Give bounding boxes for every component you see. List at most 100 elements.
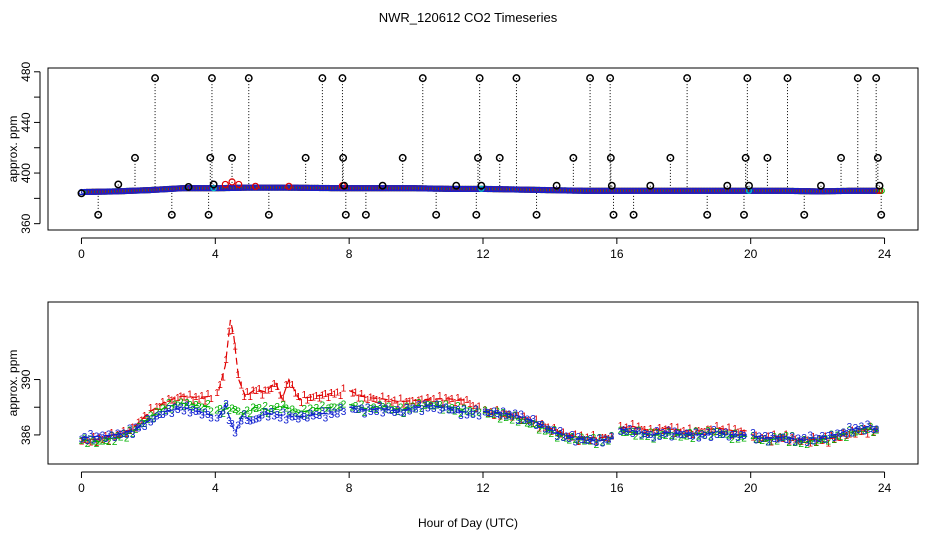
- series-marker-level-1: 1: [693, 426, 699, 437]
- calibration-point: [495, 153, 504, 162]
- series-marker-level-1: 1: [401, 400, 407, 411]
- series-marker-level-2: 2: [847, 426, 853, 437]
- calibration-point: [206, 153, 215, 162]
- series-marker-level-1: 1: [600, 433, 606, 444]
- series-marker-level-3: 3: [853, 423, 859, 434]
- series-marker-level-1: 1: [627, 425, 633, 436]
- series-marker-level-2: 2: [564, 433, 570, 444]
- series-marker-level-3: 3: [253, 415, 259, 426]
- series-marker-level-3: 3: [274, 410, 280, 421]
- series-marker-level-2: 2: [244, 406, 250, 417]
- series-marker-level-1: 1: [335, 388, 341, 399]
- series-marker-level-2: 2: [648, 428, 654, 439]
- series-marker-level-3: 3: [461, 405, 467, 416]
- calibration-point: [740, 210, 748, 219]
- series-marker-level-2: 2: [181, 402, 187, 413]
- series-marker-level-1: 1: [350, 389, 356, 400]
- series-marker-level-2: 2: [838, 432, 844, 443]
- cyan-point: [210, 185, 217, 192]
- series-marker-level-3: 3: [826, 431, 832, 442]
- series-marker-level-3: 3: [792, 438, 798, 449]
- calibration-point: [167, 210, 176, 219]
- series-marker-level-1: 1: [79, 437, 85, 448]
- series-marker-level-2: 2: [735, 435, 741, 446]
- calibration-point: [301, 153, 310, 162]
- series-marker-level-3: 3: [530, 414, 536, 425]
- series-marker-level-3: 3: [533, 421, 539, 432]
- series-marker-level-2: 2: [362, 408, 368, 419]
- series-marker-level-3: 3: [115, 429, 121, 440]
- series-marker-level-1: 1: [184, 394, 190, 405]
- series-marker-level-1: 1: [437, 391, 443, 402]
- calibration-point: [204, 210, 213, 219]
- bottom-y-label: approx. ppm: [6, 350, 20, 417]
- series-marker-level-1: 1: [413, 398, 419, 409]
- series-marker-level-1: 1: [506, 410, 512, 421]
- series-marker-level-1: 1: [256, 384, 262, 395]
- y-tick-label: 440: [19, 112, 33, 132]
- series-marker-level-2: 2: [365, 403, 371, 414]
- series-marker-level-3: 3: [452, 406, 458, 417]
- series-marker-level-2: 2: [79, 436, 85, 447]
- x-axis-label: Hour of Day (UTC): [418, 516, 518, 530]
- calibration-point: [723, 181, 732, 190]
- series-marker-level-1: 1: [311, 393, 317, 404]
- series-marker-level-2: 2: [431, 402, 437, 413]
- series-marker-level-3: 3: [416, 400, 422, 411]
- series-marker-level-2: 2: [573, 435, 579, 446]
- series-marker-level-3: 3: [154, 411, 160, 422]
- series-marker-level-3: 3: [696, 433, 702, 444]
- series-marker-level-1: 1: [533, 414, 539, 425]
- series-marker-level-3: 3: [561, 433, 567, 444]
- series-marker-level-3: 3: [464, 411, 470, 422]
- series-marker-level-2: 2: [100, 436, 106, 447]
- x-tick-label: 8: [346, 481, 353, 495]
- series-marker-level-1: 1: [148, 403, 154, 414]
- series-marker-level-2: 2: [576, 436, 582, 447]
- calibration-point: [475, 74, 484, 83]
- series-marker-level-2: 2: [461, 404, 467, 415]
- series-marker-level-3: 3: [196, 407, 202, 418]
- series-marker-level-3: 3: [488, 409, 494, 420]
- series-marker-level-1: 1: [247, 392, 253, 403]
- series-marker-level-3: 3: [820, 431, 826, 442]
- series-marker-level-3: 3: [365, 403, 371, 414]
- series-marker-level-2: 2: [681, 430, 687, 441]
- cyan-point: [478, 185, 485, 192]
- series-marker-level-2: 2: [841, 427, 847, 438]
- series-marker-level-2: 2: [148, 411, 154, 422]
- series-marker-level-3: 3: [163, 407, 169, 418]
- series-marker-level-2: 2: [552, 425, 558, 436]
- series-marker-level-2: 2: [383, 404, 389, 415]
- series-marker-level-2: 2: [585, 435, 591, 446]
- series-marker-level-3: 3: [287, 411, 293, 422]
- series-marker-level-1: 1: [407, 397, 413, 408]
- series-marker-level-3: 3: [338, 403, 344, 414]
- series-marker-level-1: 1: [865, 429, 871, 440]
- series-marker-level-1: 1: [223, 355, 229, 366]
- series-marker-level-2: 2: [729, 435, 735, 446]
- series-marker-level-3: 3: [353, 405, 359, 416]
- series-marker-level-1: 1: [856, 427, 862, 438]
- series-marker-level-3: 3: [220, 406, 226, 417]
- series-marker-level-3: 3: [630, 429, 636, 440]
- series-marker-level-3: 3: [139, 420, 145, 431]
- calibration-point: [131, 153, 139, 162]
- series-marker-level-2: 2: [232, 405, 238, 416]
- series-marker-level-2: 2: [413, 405, 419, 416]
- series-marker-level-1: 1: [753, 430, 759, 441]
- series-marker-level-2: 2: [296, 409, 302, 420]
- series-marker-level-3: 3: [283, 415, 289, 426]
- series-marker-level-2: 2: [452, 406, 458, 417]
- series-marker-level-3: 3: [558, 426, 564, 437]
- series-marker-level-1: 1: [470, 401, 476, 412]
- series-marker-level-2: 2: [862, 426, 868, 437]
- series-marker-level-3: 3: [362, 409, 368, 420]
- series-marker-level-2: 2: [253, 404, 259, 415]
- series-marker-level-1: 1: [280, 394, 286, 405]
- series-marker-level-3: 3: [377, 401, 383, 412]
- series-marker-level-1: 1: [606, 434, 612, 445]
- series-marker-level-1: 1: [115, 430, 121, 441]
- calibration-point: [586, 74, 595, 83]
- series-marker-level-2: 2: [871, 428, 877, 439]
